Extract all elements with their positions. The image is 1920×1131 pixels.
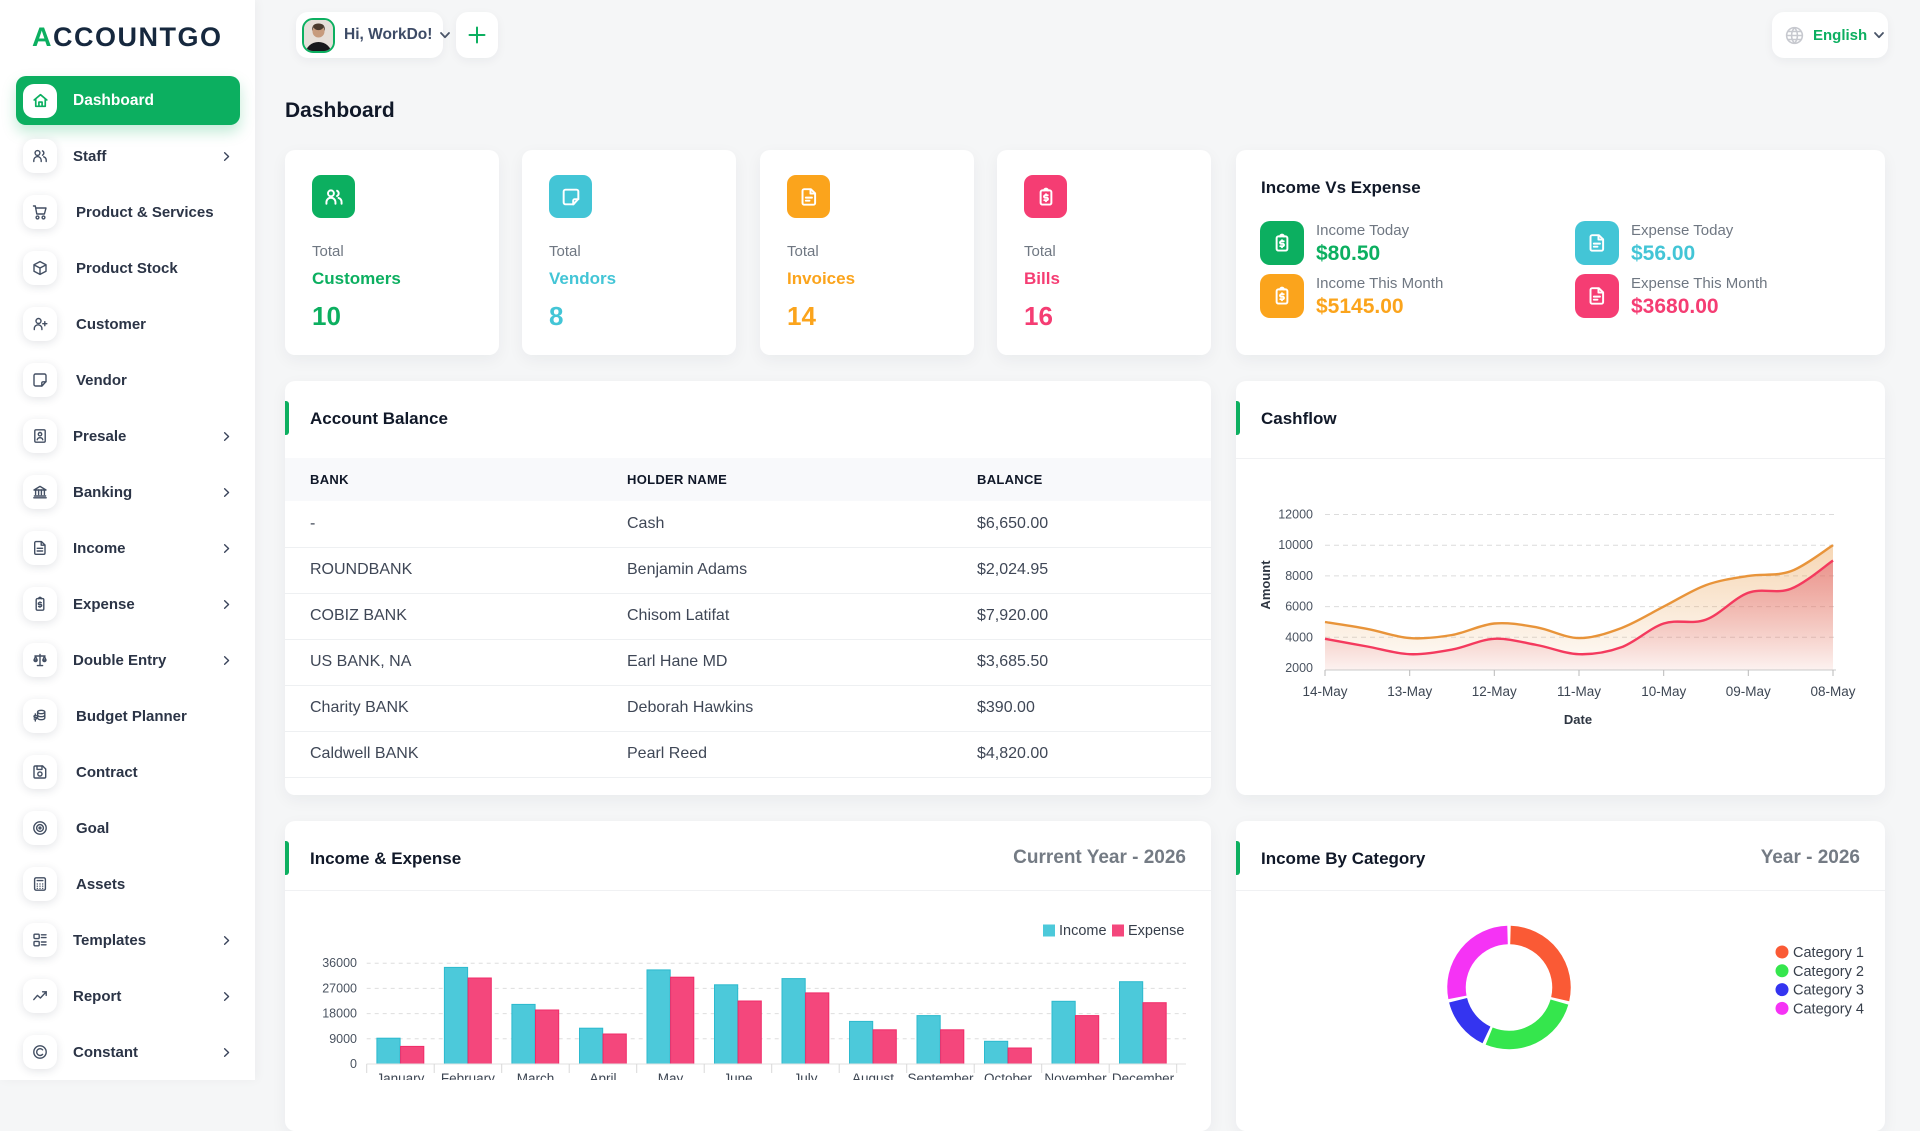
svg-text:10000: 10000: [1278, 538, 1313, 552]
svg-text:08-May: 08-May: [1810, 684, 1855, 699]
svg-text:December: December: [1112, 1071, 1175, 1080]
svg-text:2000: 2000: [1285, 661, 1313, 675]
svg-text:18000: 18000: [322, 1007, 357, 1021]
svg-text:8000: 8000: [1285, 569, 1313, 583]
svg-text:August: August: [852, 1071, 894, 1080]
svg-text:May: May: [658, 1071, 684, 1080]
svg-text:Date: Date: [1564, 712, 1592, 727]
svg-text:January: January: [376, 1071, 424, 1080]
svg-text:14-May: 14-May: [1302, 684, 1347, 699]
svg-text:10-May: 10-May: [1641, 684, 1686, 699]
svg-text:11-May: 11-May: [1557, 684, 1601, 699]
svg-text:12000: 12000: [1278, 508, 1313, 522]
svg-text:13-May: 13-May: [1387, 684, 1432, 699]
svg-text:Category 2: Category 2: [1793, 964, 1864, 980]
svg-text:March: March: [517, 1071, 555, 1080]
svg-text:Amount: Amount: [1258, 560, 1273, 610]
svg-text:Category 4: Category 4: [1793, 1001, 1864, 1017]
svg-text:February: February: [441, 1071, 495, 1080]
svg-text:Expense: Expense: [1128, 923, 1184, 939]
svg-text:November: November: [1044, 1071, 1107, 1080]
svg-text:July: July: [793, 1071, 817, 1080]
svg-text:April: April: [589, 1071, 616, 1080]
svg-text:27000: 27000: [322, 981, 357, 995]
svg-text:October: October: [984, 1071, 1033, 1080]
svg-text:June: June: [723, 1071, 752, 1080]
svg-text:36000: 36000: [322, 956, 357, 970]
svg-text:09-May: 09-May: [1726, 684, 1771, 699]
svg-text:Category 1: Category 1: [1793, 945, 1864, 961]
svg-text:Income: Income: [1059, 923, 1107, 939]
svg-text:0: 0: [350, 1057, 357, 1071]
svg-text:Category 3: Category 3: [1793, 983, 1864, 999]
svg-text:12-May: 12-May: [1472, 684, 1517, 699]
svg-text:9000: 9000: [329, 1032, 357, 1046]
svg-text:September: September: [907, 1071, 974, 1080]
svg-text:6000: 6000: [1285, 600, 1313, 614]
svg-text:4000: 4000: [1285, 630, 1313, 644]
